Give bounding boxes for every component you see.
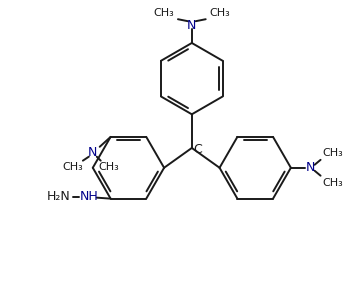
Text: C: C xyxy=(193,144,202,156)
Text: N: N xyxy=(187,19,197,32)
Text: CH₃: CH₃ xyxy=(154,8,174,18)
Text: NH: NH xyxy=(79,190,98,203)
Text: N: N xyxy=(306,161,315,174)
Text: CH₃: CH₃ xyxy=(322,178,343,188)
Text: CH₃: CH₃ xyxy=(63,162,84,172)
Text: N: N xyxy=(88,146,97,159)
Text: H₂N: H₂N xyxy=(47,190,71,203)
Text: CH₃: CH₃ xyxy=(209,8,230,18)
Text: CH₃: CH₃ xyxy=(322,148,343,158)
Text: CH₃: CH₃ xyxy=(98,162,119,172)
